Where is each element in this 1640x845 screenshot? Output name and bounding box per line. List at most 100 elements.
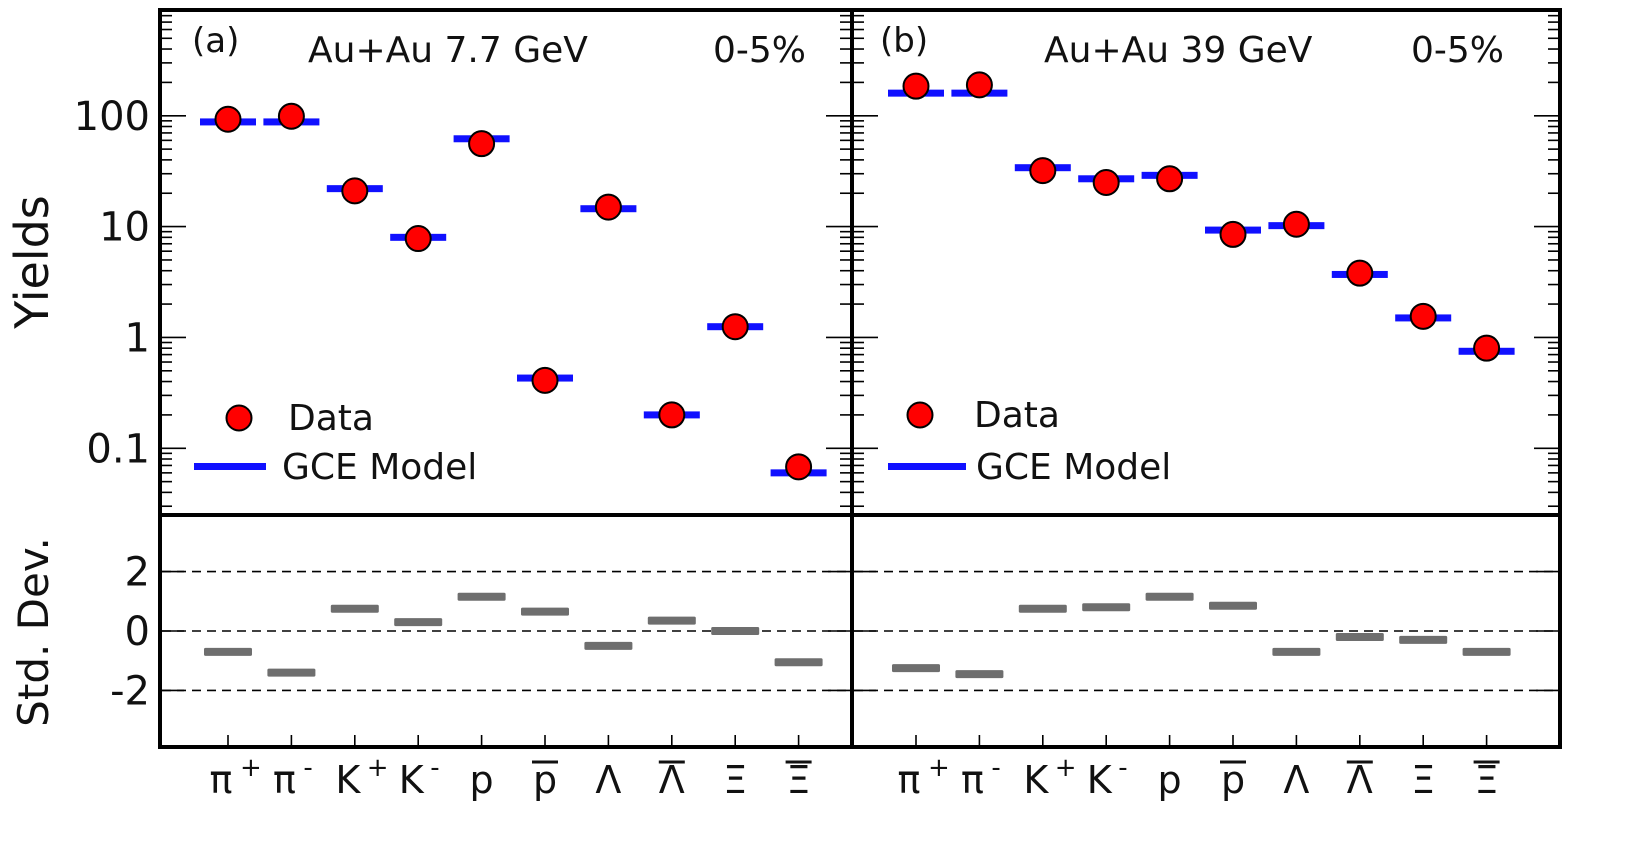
panel-b-system-label: Au+Au 39 GeV xyxy=(1044,30,1313,71)
x-category-label-sup: - xyxy=(1118,753,1127,783)
std-dev-marker xyxy=(1399,635,1448,644)
std-dev-marker xyxy=(267,668,316,677)
panel-a-system-label: Au+Au 7.7 GeV xyxy=(308,30,588,71)
x-category-label: Λ xyxy=(1283,758,1309,802)
legend-data-label: Data xyxy=(288,398,374,439)
bottom-panels-frame xyxy=(158,513,1562,749)
x-category-label-sup: - xyxy=(303,753,312,783)
data-point xyxy=(277,102,305,130)
x-category-label-sup: + xyxy=(367,753,389,783)
x-category-label: K xyxy=(399,758,425,802)
x-category-label-sup: + xyxy=(1055,753,1077,783)
legend-model-marker xyxy=(888,463,966,470)
data-point xyxy=(721,313,749,341)
legend-model-label: GCE Model xyxy=(282,447,477,488)
data-point xyxy=(214,105,242,133)
data-point xyxy=(594,193,622,221)
data-point xyxy=(1219,220,1247,248)
x-category-label-sup: - xyxy=(430,753,439,783)
std-dev-marker xyxy=(204,647,252,656)
x-category-label-sup: + xyxy=(240,753,262,783)
x-category-label: Λ xyxy=(1347,758,1373,802)
x-category-label: Λ xyxy=(595,758,621,802)
x-category-label: p xyxy=(1158,758,1182,802)
x-category-label: π xyxy=(273,758,296,802)
std-dev-marker xyxy=(1082,603,1131,612)
std-dev-marker xyxy=(1018,604,1067,613)
y-tick-label: 2 xyxy=(125,550,150,596)
std-dev-marker xyxy=(584,641,633,650)
std-dev-marker xyxy=(1335,632,1384,641)
x-category-label: p xyxy=(470,758,494,802)
std-dev-marker xyxy=(892,664,940,673)
x-category-label: p xyxy=(533,758,557,802)
y-tick-label: 0 xyxy=(125,609,150,655)
x-category-label: K xyxy=(1023,758,1049,802)
y-tick-label: -2 xyxy=(110,668,150,714)
data-point xyxy=(1029,157,1057,185)
yields-axis-label: Yields xyxy=(5,195,59,330)
legend-data-label: Data xyxy=(974,395,1060,436)
panel-b-residual-plot xyxy=(854,570,1558,692)
legend-data-marker xyxy=(225,404,253,432)
data-point xyxy=(1473,334,1501,362)
x-category-label: K xyxy=(335,758,361,802)
std-dev-marker xyxy=(774,658,823,667)
data-point xyxy=(468,130,496,158)
data-point xyxy=(341,177,369,205)
data-point xyxy=(902,72,930,100)
std-dev-marker xyxy=(1272,647,1321,656)
x-category-label-sup: + xyxy=(928,753,950,783)
panel-a-residual-plot xyxy=(162,570,850,692)
panel-a-legend: Data GCE Model xyxy=(194,398,477,488)
std-dev-marker xyxy=(1462,647,1511,656)
legend-model-label: GCE Model xyxy=(976,447,1171,488)
panel-b-legend: Data GCE Model xyxy=(888,395,1171,488)
x-category-label: p xyxy=(1221,758,1245,802)
panel-a-plot xyxy=(200,102,827,481)
y-tick-label: 10 xyxy=(99,205,150,251)
x-category-label-sup: - xyxy=(991,753,1000,783)
legend-data-marker xyxy=(906,401,934,429)
std-dev-marker xyxy=(394,618,443,627)
x-category-label: Ξ xyxy=(787,758,811,802)
std-dev-marker xyxy=(647,616,696,625)
x-category-label: π xyxy=(961,758,984,802)
data-point xyxy=(658,401,686,429)
std-dev-axis-label: Std. Dev. xyxy=(9,537,58,727)
x-category-label: Ξ xyxy=(1475,758,1499,802)
panel-a-label: (a) xyxy=(192,21,239,61)
panel-b-centrality-label: 0-5% xyxy=(1411,30,1504,71)
y-tick-label: 1 xyxy=(125,315,150,361)
std-dev-marker xyxy=(711,627,760,635)
data-point xyxy=(1092,168,1120,196)
x-category-label: Ξ xyxy=(1411,758,1435,802)
panel-a-centrality-label: 0-5% xyxy=(713,30,806,71)
x-category-label: π xyxy=(210,758,233,802)
data-point xyxy=(965,71,993,99)
panel-b-label: (b) xyxy=(880,21,928,61)
y-tick-label: 100 xyxy=(74,94,150,140)
std-dev-marker xyxy=(955,670,1004,679)
x-category-label: K xyxy=(1087,758,1113,802)
std-dev-marker xyxy=(521,607,569,616)
x-category-label: Ξ xyxy=(723,758,747,802)
data-point xyxy=(531,366,559,394)
x-category-label: Λ xyxy=(659,758,685,802)
data-point xyxy=(785,453,813,481)
std-dev-marker xyxy=(330,604,379,613)
x-category-label: π xyxy=(898,758,921,802)
std-dev-marker xyxy=(1145,592,1194,601)
std-dev-marker xyxy=(457,592,506,601)
data-point xyxy=(1282,210,1310,238)
data-point xyxy=(404,225,432,253)
data-point xyxy=(1346,259,1374,287)
std-dev-marker xyxy=(1209,601,1257,610)
data-point xyxy=(1409,302,1437,330)
panel-b-plot xyxy=(888,71,1515,362)
legend-model-marker xyxy=(194,463,266,470)
top-panels-frame xyxy=(158,8,1562,517)
data-point xyxy=(1156,165,1184,193)
